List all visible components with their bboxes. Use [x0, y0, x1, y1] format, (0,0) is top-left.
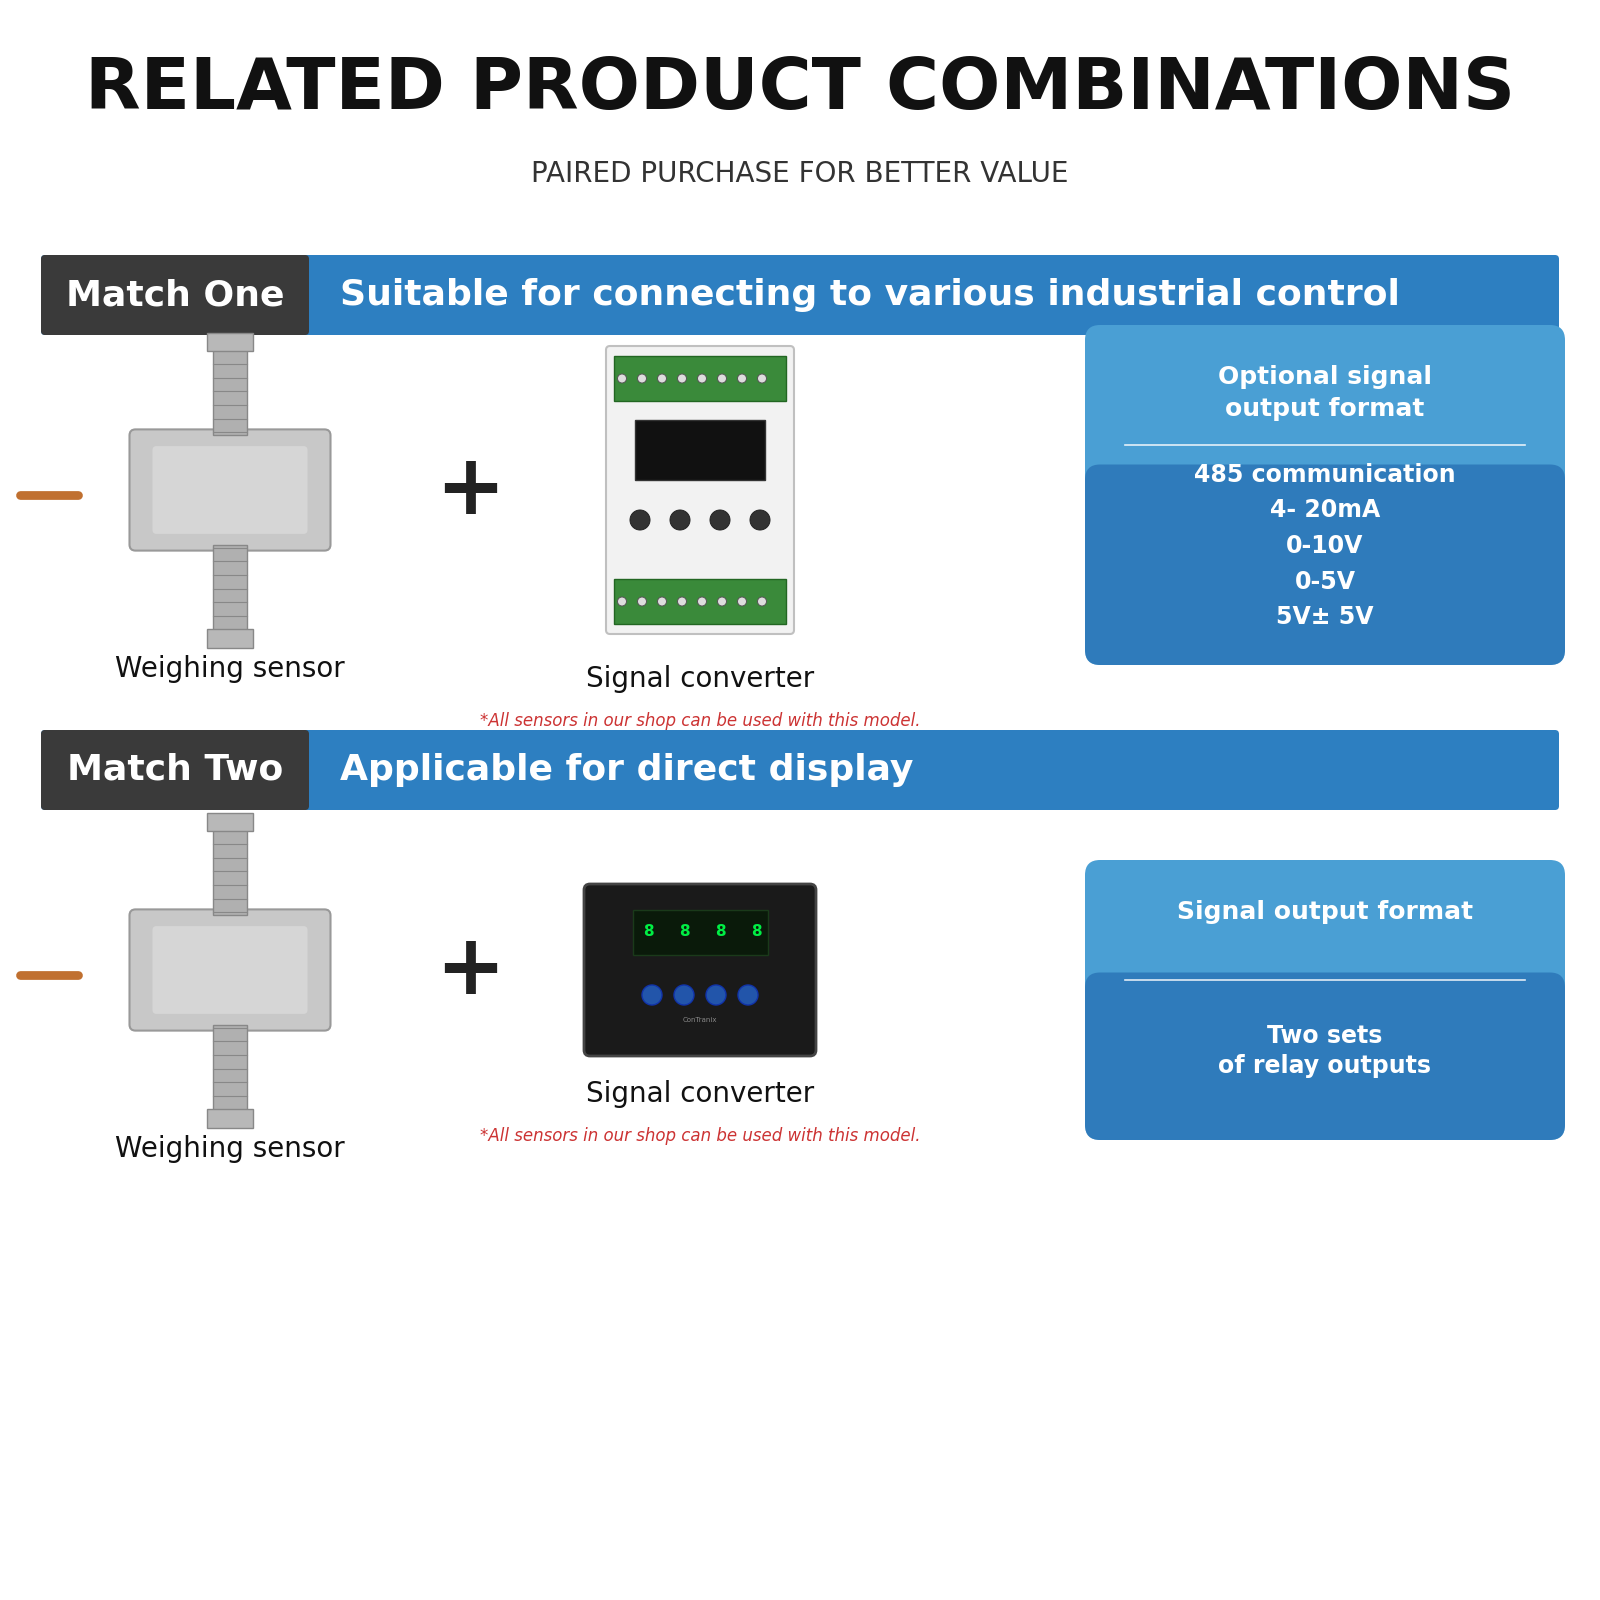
FancyBboxPatch shape — [130, 909, 331, 1030]
FancyBboxPatch shape — [1085, 973, 1565, 1139]
Bar — [206, 1109, 253, 1128]
Bar — [213, 1024, 246, 1114]
Circle shape — [738, 374, 747, 382]
Text: 8: 8 — [715, 925, 725, 939]
FancyBboxPatch shape — [1085, 325, 1565, 666]
Text: RELATED PRODUCT COMBINATIONS: RELATED PRODUCT COMBINATIONS — [85, 54, 1515, 125]
Text: 0-10V: 0-10V — [1286, 534, 1363, 558]
Circle shape — [677, 374, 686, 382]
Circle shape — [618, 374, 627, 382]
Text: Match Two: Match Two — [67, 754, 283, 787]
Text: *All sensors in our shop can be used with this model.: *All sensors in our shop can be used wit… — [480, 712, 920, 730]
FancyBboxPatch shape — [42, 730, 1558, 810]
Text: Two sets
of relay outputs: Two sets of relay outputs — [1219, 1024, 1432, 1078]
FancyBboxPatch shape — [42, 254, 309, 334]
Text: Weighing sensor: Weighing sensor — [115, 1134, 346, 1163]
Text: Optional signal
output format: Optional signal output format — [1218, 365, 1432, 421]
Text: 485 communication: 485 communication — [1194, 462, 1456, 486]
Text: Signal output format: Signal output format — [1178, 899, 1474, 925]
Text: 0-5V: 0-5V — [1294, 570, 1355, 594]
FancyBboxPatch shape — [42, 730, 309, 810]
FancyBboxPatch shape — [130, 429, 331, 550]
Bar — [206, 333, 253, 352]
Text: +: + — [435, 450, 506, 531]
Bar — [206, 813, 253, 832]
Bar — [213, 346, 246, 435]
FancyBboxPatch shape — [1085, 861, 1565, 1139]
Text: 4- 20mA: 4- 20mA — [1270, 498, 1381, 522]
FancyBboxPatch shape — [152, 926, 307, 1014]
Text: 5V± 5V: 5V± 5V — [1277, 605, 1374, 629]
Circle shape — [698, 374, 707, 382]
Circle shape — [757, 597, 766, 606]
FancyBboxPatch shape — [152, 446, 307, 534]
Circle shape — [670, 510, 690, 530]
Bar — [614, 579, 786, 624]
Text: Applicable for direct display: Applicable for direct display — [341, 754, 914, 787]
Circle shape — [706, 986, 726, 1005]
Bar — [213, 544, 246, 634]
Circle shape — [717, 597, 726, 606]
Circle shape — [637, 597, 646, 606]
Circle shape — [717, 374, 726, 382]
Circle shape — [738, 597, 747, 606]
Bar — [206, 629, 253, 648]
Bar — [632, 910, 768, 955]
FancyBboxPatch shape — [606, 346, 794, 634]
Text: +: + — [435, 930, 506, 1011]
Text: Signal converter: Signal converter — [586, 1080, 814, 1109]
Text: Weighing sensor: Weighing sensor — [115, 654, 346, 683]
Circle shape — [710, 510, 730, 530]
Circle shape — [757, 374, 766, 382]
Text: Suitable for connecting to various industrial control: Suitable for connecting to various indus… — [341, 278, 1400, 312]
Text: ConTranix: ConTranix — [683, 1018, 717, 1022]
Circle shape — [642, 986, 662, 1005]
Circle shape — [637, 374, 646, 382]
FancyBboxPatch shape — [1085, 464, 1565, 666]
Text: Match One: Match One — [66, 278, 285, 312]
Text: *All sensors in our shop can be used with this model.: *All sensors in our shop can be used wit… — [480, 1126, 920, 1146]
Bar — [213, 826, 246, 915]
Circle shape — [658, 374, 667, 382]
Text: 8: 8 — [750, 925, 762, 939]
Text: 8: 8 — [643, 925, 653, 939]
Circle shape — [674, 986, 694, 1005]
Circle shape — [630, 510, 650, 530]
Circle shape — [658, 597, 667, 606]
Circle shape — [738, 986, 758, 1005]
Text: PAIRED PURCHASE FOR BETTER VALUE: PAIRED PURCHASE FOR BETTER VALUE — [531, 160, 1069, 187]
Circle shape — [618, 597, 627, 606]
Text: 8: 8 — [678, 925, 690, 939]
FancyBboxPatch shape — [42, 254, 1558, 334]
Bar — [614, 357, 786, 402]
FancyBboxPatch shape — [584, 883, 816, 1056]
Circle shape — [750, 510, 770, 530]
Text: Signal converter: Signal converter — [586, 666, 814, 693]
Bar — [635, 419, 765, 480]
Circle shape — [677, 597, 686, 606]
Circle shape — [698, 597, 707, 606]
